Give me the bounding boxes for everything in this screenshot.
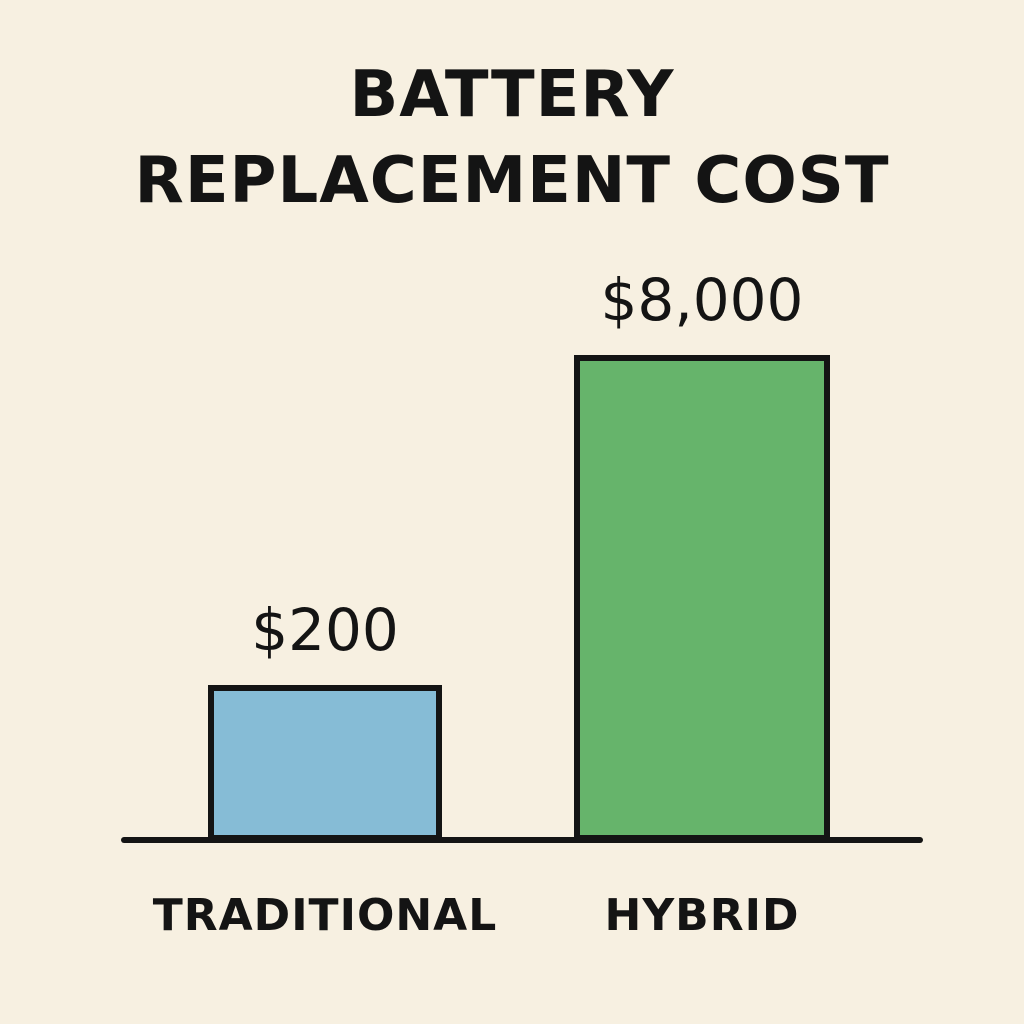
- bar-hybrid: [574, 355, 830, 841]
- value-label-traditional: $200: [251, 596, 399, 664]
- category-label-traditional: TRADITIONAL: [153, 890, 498, 941]
- bar-traditional: [208, 685, 442, 841]
- bars-layer: [208, 355, 830, 841]
- chart-title: BATTERY REPLACEMENT COST: [0, 52, 1024, 224]
- labels-layer: $200 TRADITIONAL $8,000 HYBRID: [153, 266, 804, 941]
- value-label-hybrid: $8,000: [601, 266, 804, 334]
- chart-title-line-2: REPLACEMENT COST: [134, 144, 890, 218]
- category-label-hybrid: HYBRID: [605, 890, 800, 941]
- chart-title-line-1: BATTERY: [349, 58, 675, 132]
